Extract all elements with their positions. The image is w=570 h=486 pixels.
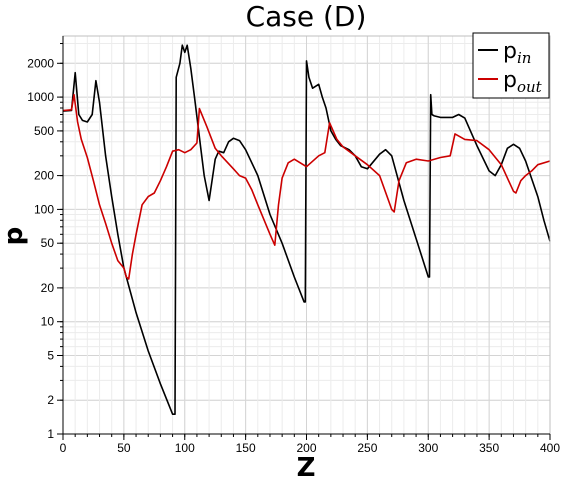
y-tick-label: 500 — [34, 124, 54, 138]
y-tick-label: 2000 — [27, 56, 54, 70]
y-axis-title: p — [0, 227, 29, 246]
x-axis-title: Z — [297, 453, 316, 483]
y-tick-label: 1000 — [27, 90, 54, 104]
x-tick-label: 400 — [540, 441, 560, 455]
y-tick-label: 50 — [41, 236, 55, 250]
x-tick-label: 100 — [175, 441, 195, 455]
legend-entry-in: pin — [503, 39, 531, 67]
chart-title: Case (D) — [246, 0, 367, 33]
x-tick-label: 300 — [418, 441, 438, 455]
y-tick-label: 100 — [34, 202, 54, 216]
grid — [62, 36, 551, 435]
legend-box — [472, 32, 550, 99]
x-tick-label: 250 — [357, 441, 377, 455]
y-tick-label: 2 — [47, 393, 54, 407]
y-tick-label: 10 — [41, 315, 55, 329]
series-line-in — [62, 44, 551, 416]
legend-entry-out: pout — [503, 68, 543, 96]
y-tick-label: 5 — [47, 349, 54, 363]
x-tick-label: 150 — [236, 441, 256, 455]
legend-entry-out-sub: out — [517, 78, 543, 96]
series-layer — [62, 44, 551, 416]
x-tick-label: 200 — [296, 441, 316, 455]
legend-entry-in-sub: in — [517, 49, 531, 67]
legend-entry-out-name: p — [503, 68, 517, 93]
x-tick-label: 50 — [117, 441, 131, 455]
legend-entry-in-name: p — [503, 39, 517, 64]
y-tick-label: 1 — [47, 427, 54, 441]
y-tick-label: 20 — [41, 281, 55, 295]
y-tick-label: 200 — [34, 169, 54, 183]
ticks: 1 2 5 10 20 50 100 200 500 1000 2000 0 50 100 150 200 25… — [27, 43, 560, 455]
x-tick-label: 350 — [479, 441, 499, 455]
legend: pin pout — [472, 32, 550, 99]
series-line-out — [62, 93, 551, 280]
x-tick-label: 0 — [60, 441, 67, 455]
